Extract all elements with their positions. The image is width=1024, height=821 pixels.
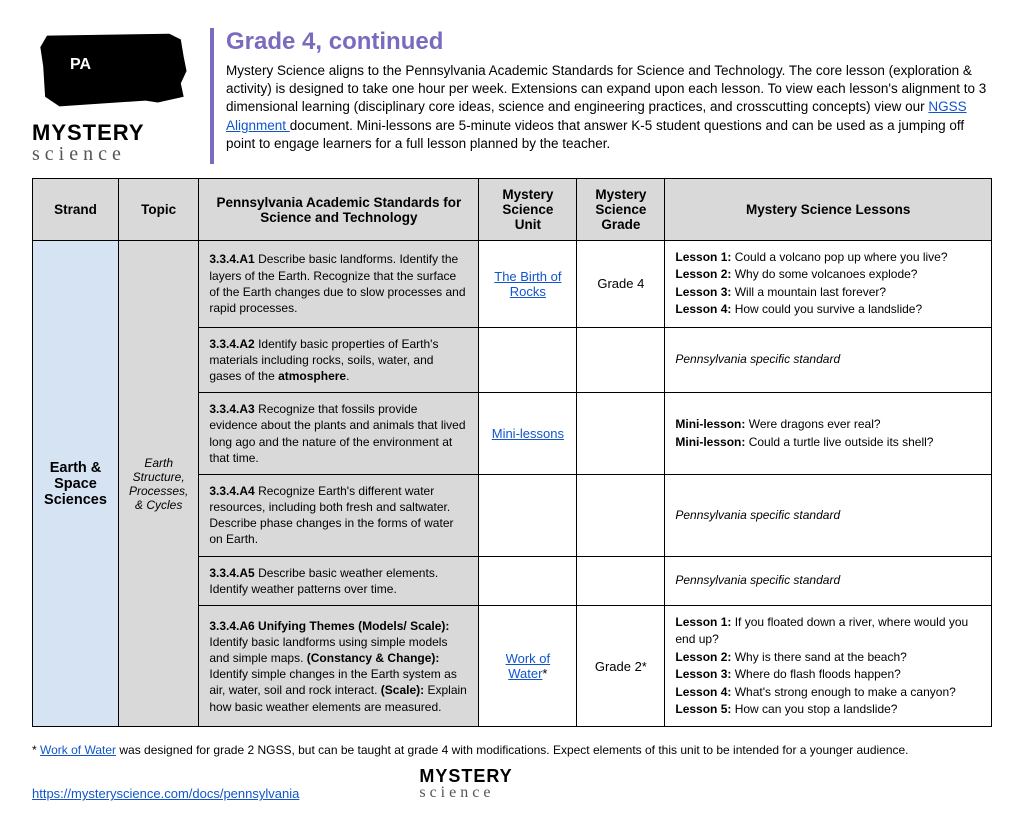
lessons-cell: Lesson 1: If you floated down a river, w… (665, 606, 992, 727)
grade-cell (577, 556, 665, 605)
pa-state-icon: PA (32, 28, 192, 114)
page-title: Grade 4, continued (226, 28, 992, 56)
table-row: Earth & Space SciencesEarth Structure, P… (33, 241, 992, 328)
lessons-cell: Pennsylvania specific standard (665, 474, 992, 556)
intro-after: document. Mini-lessons are 5-minute vide… (226, 118, 964, 151)
grade-cell: Grade 2* (577, 606, 665, 727)
col-unit: Mystery Science Unit (479, 179, 577, 241)
logo-line1: MYSTERY (32, 122, 192, 144)
note-text: Pennsylvania specific standard (675, 352, 840, 366)
footer-logo: MYSTERY science (419, 767, 512, 801)
footer-url[interactable]: https://mysteryscience.com/docs/pennsylv… (32, 786, 299, 801)
unit-link[interactable]: Mini-lessons (492, 426, 564, 441)
grade-cell (577, 474, 665, 556)
standard-cell: 3.3.4.A6 Unifying Themes (Models/ Scale)… (199, 606, 479, 727)
grade-cell (577, 327, 665, 393)
unit-cell: Mini-lessons (479, 393, 577, 475)
col-standards: Pennsylvania Academic Standards for Scie… (199, 179, 479, 241)
grade-cell (577, 393, 665, 475)
unit-cell (479, 327, 577, 393)
table-header-row: Strand Topic Pennsylvania Academic Stand… (33, 179, 992, 241)
footnote: * Work of Water was designed for grade 2… (32, 743, 992, 757)
standard-cell: 3.3.4.A1 Describe basic landforms. Ident… (199, 241, 479, 328)
footer-logo-line2: science (419, 785, 512, 801)
state-abbr: PA (70, 56, 91, 74)
footnote-link[interactable]: Work of Water (40, 743, 116, 757)
footer-logo-line1: MYSTERY (419, 767, 512, 785)
note-text: Pennsylvania specific standard (675, 573, 840, 587)
lessons-cell: Pennsylvania specific standard (665, 556, 992, 605)
intro-paragraph: Mystery Science aligns to the Pennsylvan… (226, 62, 992, 153)
standard-cell: 3.3.4.A2 Identify basic properties of Ea… (199, 327, 479, 393)
strand-cell: Earth & Space Sciences (33, 241, 119, 727)
page-header: PA MYSTERY science Grade 4, continued My… (32, 28, 992, 164)
col-strand: Strand (33, 179, 119, 241)
footer-row: https://mysteryscience.com/docs/pennsylv… (32, 767, 992, 801)
col-grade: Mystery Science Grade (577, 179, 665, 241)
unit-cell: The Birth of Rocks (479, 241, 577, 328)
mystery-logo: MYSTERY science (32, 122, 192, 164)
unit-link[interactable]: The Birth of Rocks (494, 269, 561, 299)
unit-cell (479, 556, 577, 605)
footnote-prefix: * (32, 743, 40, 757)
col-lessons: Mystery Science Lessons (665, 179, 992, 241)
standard-cell: 3.3.4.A4 Recognize Earth's different wat… (199, 474, 479, 556)
col-topic: Topic (119, 179, 199, 241)
unit-cell (479, 474, 577, 556)
standard-cell: 3.3.4.A5 Describe basic weather elements… (199, 556, 479, 605)
standards-table: Strand Topic Pennsylvania Academic Stand… (32, 178, 992, 727)
unit-cell: Work of Water* (479, 606, 577, 727)
lessons-cell: Mini-lesson: Were dragons ever real?Mini… (665, 393, 992, 475)
header-text-block: Grade 4, continued Mystery Science align… (210, 28, 992, 164)
logo-line2: science (32, 144, 192, 164)
standard-cell: 3.3.4.A3 Recognize that fossils provide … (199, 393, 479, 475)
logo-column: PA MYSTERY science (32, 28, 192, 164)
lessons-cell: Pennsylvania specific standard (665, 327, 992, 393)
lessons-cell: Lesson 1: Could a volcano pop up where y… (665, 241, 992, 328)
grade-cell: Grade 4 (577, 241, 665, 328)
note-text: Pennsylvania specific standard (675, 508, 840, 522)
unit-link[interactable]: Work of Water (506, 651, 551, 681)
topic-cell: Earth Structure, Processes, & Cycles (119, 241, 199, 727)
intro-before: Mystery Science aligns to the Pennsylvan… (226, 63, 986, 114)
footnote-suffix: was designed for grade 2 NGSS, but can b… (116, 743, 909, 757)
